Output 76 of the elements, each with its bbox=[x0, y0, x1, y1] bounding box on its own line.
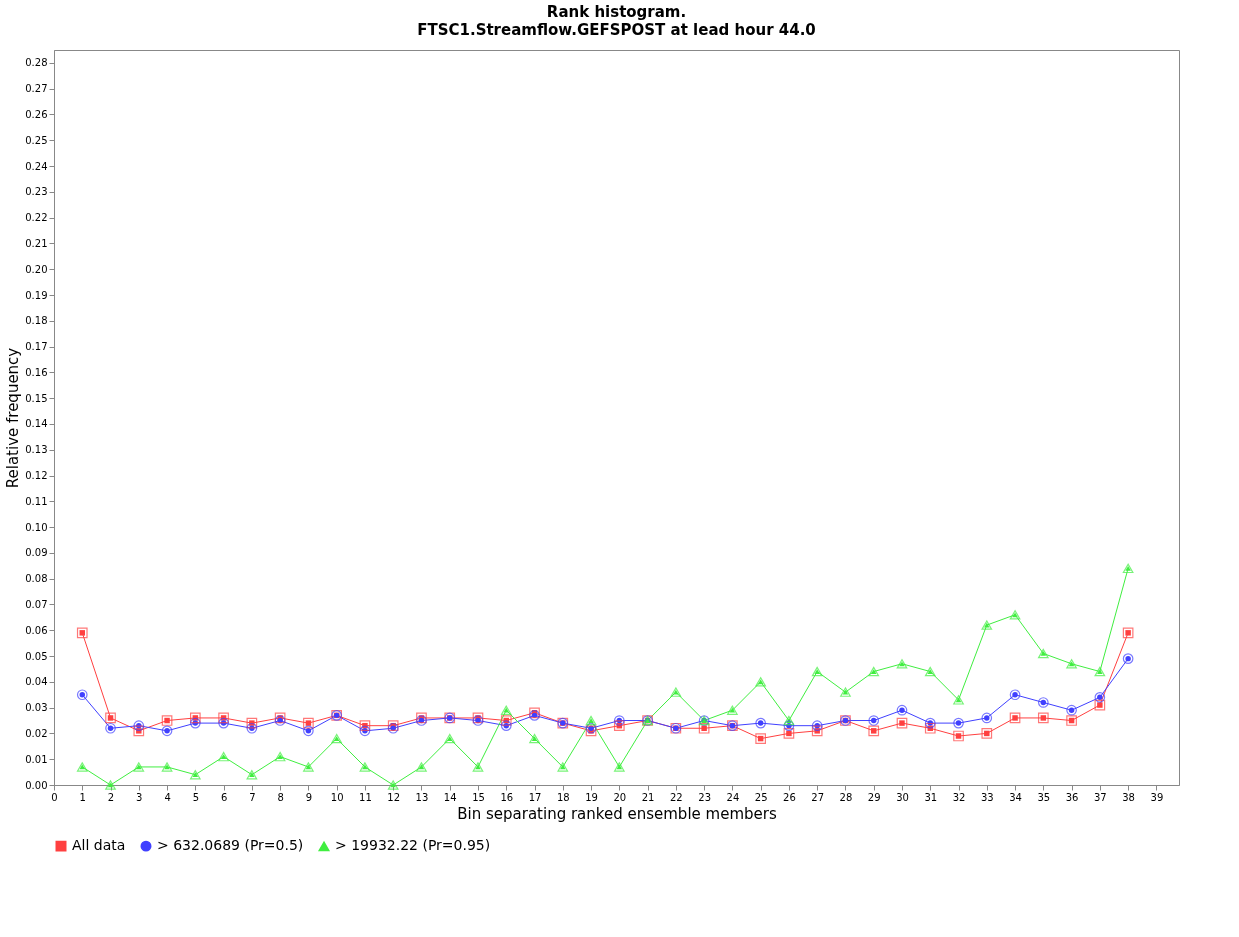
x-tick-label: 12 bbox=[387, 791, 401, 803]
x-tick-label: 28 bbox=[839, 791, 853, 803]
y-tick-label: 0.08 bbox=[25, 573, 48, 585]
y-tick-label: 0.05 bbox=[25, 650, 48, 662]
y-tick-label: 0.11 bbox=[25, 495, 48, 507]
x-tick-label: 34 bbox=[1009, 791, 1022, 803]
y-tick-label: 0.06 bbox=[25, 624, 48, 636]
x-tick-label: 7 bbox=[249, 791, 256, 803]
x-tick-label: 8 bbox=[277, 791, 284, 803]
x-tick-label: 22 bbox=[669, 791, 683, 803]
legend-label: > 19932.22 (Pr=0.95) bbox=[335, 837, 491, 854]
x-tick-label: 13 bbox=[415, 791, 429, 803]
y-tick-label: 0.03 bbox=[25, 702, 48, 714]
x-tick-label: 17 bbox=[528, 791, 542, 803]
x-tick-label: 9 bbox=[305, 791, 313, 803]
x-tick-label: 14 bbox=[443, 791, 457, 803]
y-tick-label: 0.00 bbox=[25, 779, 48, 791]
x-tick-label: 6 bbox=[220, 791, 228, 803]
legend-label: All data bbox=[72, 837, 126, 854]
y-tick-label: 0.14 bbox=[25, 418, 48, 430]
chart-title: Rank histogram. bbox=[546, 3, 687, 21]
x-tick-label: 18 bbox=[556, 791, 570, 803]
y-tick-label: 0.02 bbox=[25, 727, 48, 739]
y-tick-label: 0.15 bbox=[25, 392, 48, 404]
y-tick-label: 0.12 bbox=[25, 470, 48, 482]
x-tick-label: 36 bbox=[1065, 791, 1079, 803]
x-tick-label: 21 bbox=[641, 791, 655, 803]
x-tick-label: 29 bbox=[867, 791, 881, 803]
y-tick-label: 0.22 bbox=[25, 212, 48, 224]
y-tick-label: 0.20 bbox=[25, 263, 48, 275]
x-tick-label: 19 bbox=[585, 791, 598, 803]
y-tick-label: 0.27 bbox=[25, 83, 48, 95]
y-tick-label: 0.07 bbox=[25, 598, 48, 610]
x-tick-label: 33 bbox=[980, 791, 994, 803]
y-tick-label: 0.09 bbox=[25, 547, 48, 559]
x-tick-label: 3 bbox=[136, 791, 143, 803]
x-tick-label: 26 bbox=[783, 791, 796, 803]
x-tick-label: 23 bbox=[698, 791, 711, 803]
x-tick-label: 2 bbox=[107, 791, 115, 803]
x-tick-label: 35 bbox=[1037, 791, 1051, 803]
y-tick-label: 0.13 bbox=[25, 444, 48, 456]
x-tick-label: 25 bbox=[754, 791, 768, 803]
x-axis-title: Bin separating ranked ensemble members bbox=[457, 804, 777, 823]
y-tick-label: 0.19 bbox=[25, 289, 48, 301]
x-tick-label: 15 bbox=[472, 791, 485, 803]
y-tick-label: 0.28 bbox=[25, 57, 48, 69]
y-tick-label: 0.18 bbox=[25, 315, 48, 327]
y-axis-title: Relative frequency bbox=[4, 347, 23, 489]
y-tick-label: 0.16 bbox=[25, 366, 48, 378]
y-tick-label: 0.23 bbox=[25, 186, 48, 198]
y-tick-label: 0.21 bbox=[25, 237, 48, 249]
x-tick-label: 30 bbox=[896, 791, 909, 803]
x-tick-label: 16 bbox=[500, 791, 514, 803]
y-tick-label: 0.04 bbox=[25, 676, 48, 688]
x-tick-label: 39 bbox=[1150, 791, 1164, 803]
x-tick-label: 24 bbox=[726, 791, 740, 803]
x-tick-label: 11 bbox=[359, 791, 372, 803]
x-tick-label: 10 bbox=[330, 791, 344, 803]
x-tick-label: 0 bbox=[51, 791, 58, 803]
x-tick-label: 1 bbox=[79, 791, 86, 803]
x-tick-label: 20 bbox=[613, 791, 627, 803]
x-tick-label: 4 bbox=[164, 791, 171, 803]
y-tick-label: 0.25 bbox=[25, 134, 48, 146]
y-tick-label: 0.17 bbox=[25, 341, 48, 353]
legend-label: > 632.0689 (Pr=0.5) bbox=[157, 837, 304, 854]
y-tick-label: 0.01 bbox=[25, 753, 48, 765]
x-tick-label: 27 bbox=[811, 791, 825, 803]
x-tick-label: 5 bbox=[192, 791, 200, 803]
y-tick-label: 0.24 bbox=[25, 160, 48, 172]
x-tick-label: 38 bbox=[1122, 791, 1135, 803]
x-tick-label: 37 bbox=[1093, 791, 1107, 803]
y-tick-label: 0.26 bbox=[25, 108, 48, 120]
chart-subtitle: FTSC1.Streamflow.GEFSPOST at lead hour 44.0 bbox=[417, 21, 816, 39]
x-tick-label: 32 bbox=[952, 791, 966, 803]
y-tick-label: 0.10 bbox=[25, 521, 48, 533]
x-tick-label: 31 bbox=[924, 791, 938, 803]
